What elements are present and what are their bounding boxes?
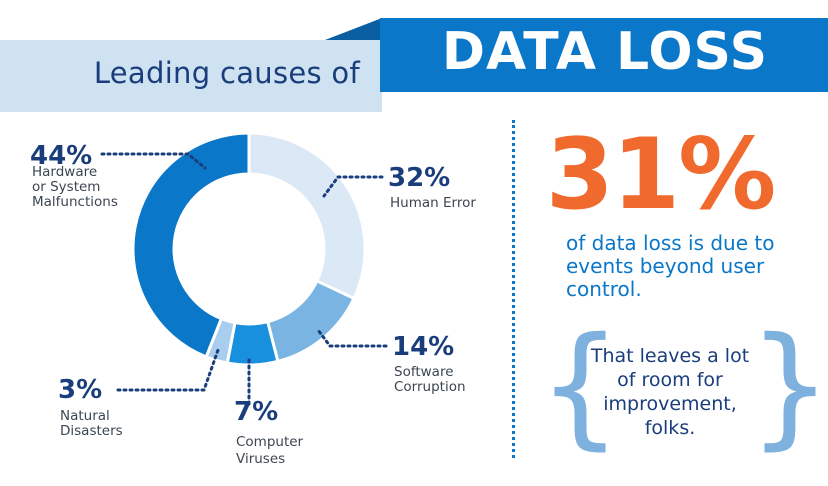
slice-category-label-5: Disasters	[60, 423, 123, 439]
stat-31-percent: 31%	[545, 118, 777, 232]
slice-percent-label-1: 44%	[30, 141, 92, 171]
vertical-divider	[512, 120, 515, 458]
slice-category-label-4: Computer	[236, 434, 304, 450]
connector-line-2	[322, 175, 384, 198]
slice-category-label-4: Viruses	[236, 451, 285, 467]
right-brace-icon: }	[748, 309, 828, 463]
header-subtitle-band	[0, 40, 382, 112]
slice-category-label-2: Human Error	[390, 195, 476, 211]
slice-percent-label-2: 32%	[388, 163, 450, 193]
slice-category-label-1: or System	[32, 179, 100, 195]
slice-percent-label-4: 7%	[234, 397, 278, 427]
donut-slice-3	[265, 278, 356, 364]
slice-category-label-1: Hardware	[32, 164, 97, 180]
improvement-note: That leaves a lot of room for improvemen…	[590, 345, 750, 439]
donut-slice-2	[247, 131, 367, 301]
slice-category-label-3: Software	[394, 364, 454, 380]
slice-percent-label-3: 14%	[392, 332, 454, 362]
slice-percent-label-5: 3%	[58, 375, 102, 405]
header-title-band	[380, 18, 828, 92]
stat-description: of data loss is due to events beyond use…	[566, 231, 775, 301]
connector-line-3	[316, 328, 388, 348]
donut-slice-1	[131, 131, 251, 359]
slice-category-label-3: Corruption	[394, 379, 466, 395]
slice-category-label-5: Natural	[60, 408, 110, 424]
connector-line-5	[116, 348, 220, 392]
donut-slice-5	[204, 316, 237, 365]
connector-line-1	[100, 152, 207, 170]
slice-category-label-1: Malfunctions	[32, 194, 118, 210]
page-title: DATA LOSS	[441, 22, 769, 82]
header-subtitle: Leading causes of	[93, 56, 360, 90]
left-brace-icon: {	[538, 309, 622, 463]
